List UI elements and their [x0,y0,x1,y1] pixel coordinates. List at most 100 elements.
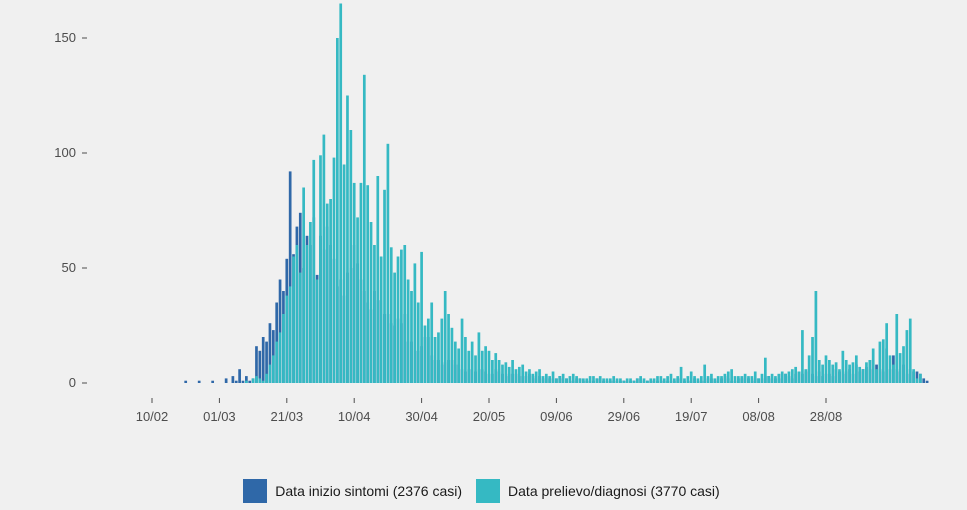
bar-prelievo-diagnosi-180 [726,371,730,383]
y-tick-label-100: 100 [54,145,76,160]
bar-prelievo-diagnosi-91 [426,318,430,383]
bar-prelievo-diagnosi-132 [565,378,568,383]
bar-prelievo-diagnosi-54 [302,187,305,383]
bar-prelievo-diagnosi-166 [679,366,683,383]
bar-prelievo-diagnosi-86 [410,291,413,383]
bar-prelievo-diagnosi-210 [828,360,831,383]
bar-prelievo-diagnosi-127 [548,376,552,383]
bar-prelievo-diagnosi-124 [538,369,541,383]
bar-prelievo-diagnosi-198 [787,371,791,383]
y-tick-label-50: 50 [62,260,76,275]
bar-prelievo-diagnosi-64 [336,38,339,383]
legend-swatch-prelievo-diagnosi [476,479,501,503]
bar-prelievo-diagnosi-172 [699,376,703,383]
bar-prelievo-diagnosi-223 [871,348,875,383]
y-axis: 0 50 100 150 [54,30,87,390]
bar-inizio-sintomi-27 [211,380,215,383]
bar-prelievo-diagnosi-74 [369,222,373,383]
bar-prelievo-diagnosi-44 [268,364,272,383]
bar-prelievo-diagnosi-213 [838,369,841,383]
bar-prelievo-diagnosi-126 [544,373,548,383]
bar-inizio-sintomi-40 [255,346,258,383]
bar-prelievo-diagnosi-102 [464,337,467,383]
bar-prelievo-diagnosi-153 [635,378,639,383]
bar-prelievo-diagnosi-208 [821,364,824,383]
y-tick-label-150: 150 [54,30,76,45]
bar-prelievo-diagnosi-233 [905,330,909,383]
bar-prelievo-diagnosi-82 [396,256,400,383]
bar-prelievo-diagnosi-182 [733,376,737,383]
legend-label-prelievo-diagnosi: Data prelievo/diagnosi (3770 casi) [508,483,720,499]
bar-prelievo-diagnosi-57 [312,159,316,383]
bar-prelievo-diagnosi-154 [639,376,642,383]
bar-inizio-sintomi-44 [268,323,272,383]
bar-inizio-sintomi-50 [288,171,292,383]
bar-prelievo-diagnosi-170 [693,376,696,383]
bar-inizio-sintomi-236 [915,371,919,383]
bar-prelievo-diagnosi-99 [453,341,457,383]
bar-prelievo-diagnosi-70 [356,217,359,383]
bar-prelievo-diagnosi-40 [255,376,258,383]
x-tick-label-5: 20/05 [473,409,506,424]
bar-prelievo-diagnosi-140 [592,376,595,383]
bar-prelievo-diagnosi-111 [494,353,498,383]
bar-prelievo-diagnosi-109 [487,350,491,383]
x-axis: 10/02 01/03 21/03 10/04 30/04 20/05 09/06 29/06… [136,398,843,424]
bar-prelievo-diagnosi-93 [433,337,437,383]
bar-inizio-sintomi-31 [224,378,228,383]
bar-prelievo-diagnosi-176 [713,378,717,383]
bar-prelievo-diagnosi-237 [919,373,922,383]
bar-prelievo-diagnosi-201 [797,371,801,383]
bar-prelievo-diagnosi-169 [689,371,693,383]
bar-prelievo-diagnosi-136 [578,378,582,383]
x-tick-label-10: 28/08 [810,409,843,424]
bar-inizio-sintomi-35 [238,369,241,383]
bar-prelievo-diagnosi-207 [817,360,821,383]
bar-prelievo-diagnosi-177 [716,376,720,383]
bar-prelievo-diagnosi-174 [706,376,710,383]
bar-prelievo-diagnosi-49 [285,295,289,383]
bar-prelievo-diagnosi-130 [558,376,562,383]
bar-inizio-sintomi-41 [258,350,262,383]
bar-prelievo-diagnosi-188 [753,371,757,383]
bar-prelievo-diagnosi-42 [261,380,265,383]
bar-prelievo-diagnosi-231 [898,353,902,383]
bar-prelievo-diagnosi-80 [389,247,393,383]
bar-inizio-sintomi-38 [248,380,252,383]
bar-prelievo-diagnosi-214 [841,350,845,383]
bar-prelievo-diagnosi-68 [349,130,353,383]
bar-prelievo-diagnosi-190 [760,373,764,383]
bar-prelievo-diagnosi-167 [683,378,686,383]
bar-prelievo-diagnosi-196 [780,371,784,383]
bar-prelievo-diagnosi-164 [673,378,676,383]
bar-prelievo-diagnosi-156 [646,380,649,383]
bar-prelievo-diagnosi-193 [770,373,774,383]
bar-prelievo-diagnosi-194 [774,376,777,383]
bar-prelievo-diagnosi-58 [315,279,319,383]
bar-prelievo-diagnosi-173 [703,364,707,383]
bar-prelievo-diagnosi-116 [511,360,514,383]
bar-prelievo-diagnosi-150 [625,378,629,383]
bar-prelievo-diagnosi-148 [619,378,622,383]
bar-prelievo-diagnosi-205 [811,337,814,383]
bar-prelievo-diagnosi-219 [858,366,862,383]
bar-prelievo-diagnosi-184 [740,376,744,383]
bar-prelievo-diagnosi-234 [908,318,912,383]
bar-prelievo-diagnosi-183 [737,376,740,383]
bar-prelievo-diagnosi-135 [575,376,578,383]
bar-prelievo-diagnosi-142 [598,376,602,383]
bar-prelievo-diagnosi-75 [373,245,376,383]
bar-inizio-sintomi-42 [261,337,265,383]
bar-prelievo-diagnosi-175 [710,373,713,383]
bar-prelievo-diagnosi-139 [588,376,592,383]
bar-prelievo-diagnosi-160 [659,376,663,383]
legend-item-prelievo-diagnosi: Data prelievo/diagnosi (3770 casi) [476,479,720,503]
bar-prelievo-diagnosi-47 [278,332,282,383]
legend-label-inizio-sintomi: Data inizio sintomi (2376 casi) [275,483,463,499]
bar-prelievo-diagnosi-189 [757,378,760,383]
bar-prelievo-diagnosi-84 [403,245,407,383]
bar-prelievo-diagnosi-181 [730,369,733,383]
bar-prelievo-diagnosi-131 [561,373,565,383]
bar-prelievo-diagnosi-138 [585,378,589,383]
bar-prelievo-diagnosi-151 [629,378,632,383]
